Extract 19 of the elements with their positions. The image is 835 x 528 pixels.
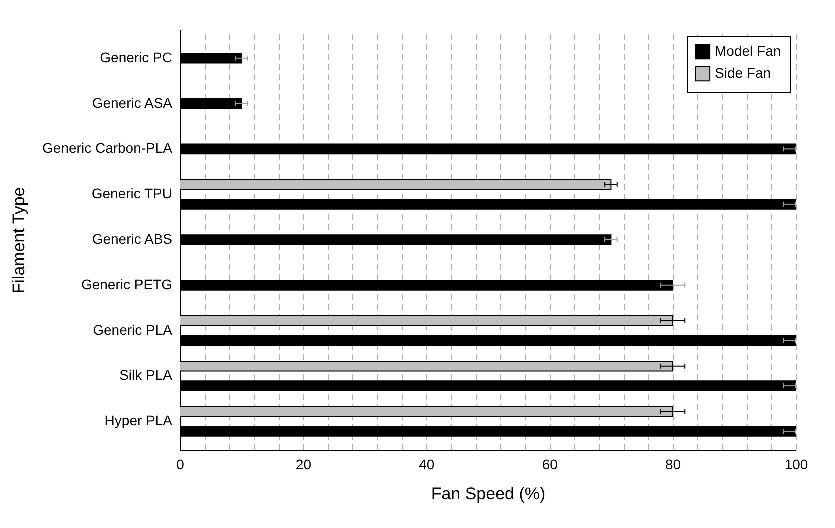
legend-label: Model Fan	[715, 43, 782, 59]
x-axis-title: Fan Speed (%)	[431, 484, 546, 504]
x-tick-label: 80	[666, 456, 682, 472]
y-tick-label: Silk PLA	[120, 367, 174, 384]
y-tick-label: Generic ASA	[92, 94, 174, 111]
y-tick-label: Generic ABS	[92, 231, 172, 247]
y-tick-label: Generic PC	[100, 49, 172, 66]
x-tick-label: 40	[419, 456, 435, 472]
y-tick-label: Generic PETG	[81, 276, 172, 292]
x-tick-label: 0	[176, 456, 185, 472]
x-tick-label: 20	[296, 456, 312, 472]
y-tick-label: Generic TPU	[92, 186, 172, 202]
y-axis-title: Filament Type	[10, 187, 29, 294]
x-tick-label: 100	[784, 456, 808, 472]
legend-label: Side Fan	[715, 65, 772, 81]
y-tick-label: Generic PLA	[93, 322, 174, 338]
y-tick-label: Hyper PLA	[104, 412, 174, 429]
y-tick-label: Generic Carbon-PLA	[42, 140, 174, 156]
x-tick-label: 60	[542, 456, 558, 472]
